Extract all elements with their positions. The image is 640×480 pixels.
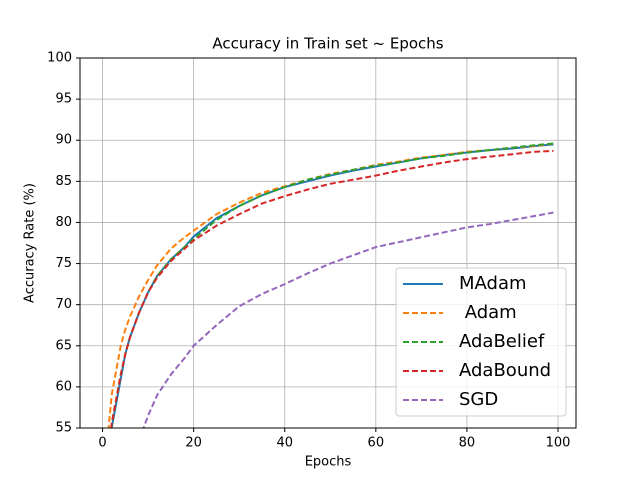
plot-frame (79, 57, 577, 429)
y-tick-label: 65 (55, 338, 72, 353)
y-tick-label: 60 (55, 379, 72, 394)
y-tick-label: 90 (55, 133, 72, 148)
x-tick-label: 20 (185, 436, 202, 451)
legend-box (395, 267, 567, 417)
y-tick-label: 70 (55, 297, 72, 312)
legend-label: SGD (459, 389, 498, 410)
chart-title: Accuracy in Train set ~ Epochs (212, 35, 443, 53)
y-tick-label: 75 (55, 256, 72, 271)
y-tick-label: 100 (47, 51, 72, 66)
y-axis-label: Accuracy Rate (%) (23, 183, 38, 303)
legend-label: Adam (459, 302, 517, 323)
x-tick-label: 100 (546, 436, 571, 451)
legend-label: AdaBelief (459, 331, 545, 352)
series-line (110, 149, 554, 428)
x-tick-label: 60 (368, 436, 385, 451)
y-tick-label: 55 (55, 421, 72, 436)
x-tick-label: 0 (98, 436, 106, 451)
y-tick-label: 80 (55, 215, 72, 230)
x-axis-label: Epochs (305, 455, 352, 470)
y-tick-label: 95 (55, 92, 72, 107)
x-tick-label: 40 (276, 436, 293, 451)
y-tick-label: 85 (55, 174, 72, 189)
series-line (142, 211, 554, 428)
x-tick-label: 80 (459, 436, 476, 451)
series-line (110, 142, 554, 428)
legend-label: MAdam (459, 273, 527, 294)
legend-label: AdaBound (459, 360, 551, 381)
